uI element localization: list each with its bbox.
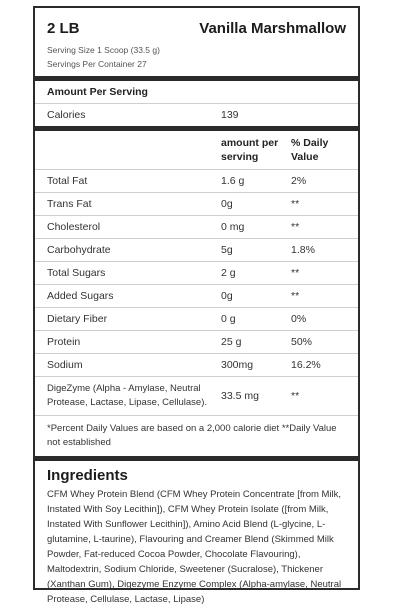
nutrient-name: DigeZyme (Alpha - Amylase, Neutral Prote… — [35, 376, 221, 416]
nutrient-amount: 25 g — [221, 330, 291, 354]
nutrient-amount: 33.5 mg — [221, 376, 291, 416]
nutrient-name: Carbohydrate — [35, 238, 221, 262]
nutrient-name: Trans Fat — [35, 192, 221, 216]
nutrient-amount: 1.6 g — [221, 169, 291, 193]
nutrient-amount: 5g — [221, 238, 291, 262]
nutrient-daily-value: 50% — [291, 330, 358, 354]
servings-per-container: Servings Per Container 27 — [47, 59, 147, 69]
nutrient-amount: 0g — [221, 284, 291, 308]
nutrient-amount: 0g — [221, 192, 291, 216]
daily-value-footnote: *Percent Daily Values are based on a 2,0… — [35, 416, 358, 461]
nutrient-name: Total Sugars — [35, 261, 221, 285]
nutrient-row: Protein 25 g 50% — [35, 330, 358, 354]
nutrient-daily-value: ** — [291, 192, 358, 216]
ingredients-text: CFM Whey Protein Blend (CFM Whey Protein… — [47, 489, 342, 605]
nutrient-amount: 0 g — [221, 307, 291, 331]
nutrient-name: Cholesterol — [35, 215, 221, 239]
panel-header: 2 LB Vanilla Marshmallow Serving Size 1 … — [35, 8, 358, 81]
flavor-name: Vanilla Marshmallow — [199, 20, 346, 37]
nutrient-name: Dietary Fiber — [35, 307, 221, 331]
nutrient-amount: 300mg — [221, 353, 291, 377]
amount-per-serving-heading: Amount Per Serving — [35, 81, 358, 104]
nutrient-daily-value: 1.8% — [291, 238, 358, 262]
nutrient-row: Sodium 300mg 16.2% — [35, 353, 358, 377]
nutrition-table: Calories 139 amount per serving % Daily … — [35, 104, 358, 416]
nutrient-name: Sodium — [35, 353, 221, 377]
nutrient-name: Added Sugars — [35, 284, 221, 308]
nutrient-daily-value: 0% — [291, 307, 358, 331]
nutrient-daily-value: ** — [291, 215, 358, 239]
nutrient-daily-value: ** — [291, 284, 358, 308]
nutrient-name: Total Fat — [35, 169, 221, 193]
nutrient-row: DigeZyme (Alpha - Amylase, Neutral Prote… — [35, 376, 358, 416]
nutrient-name: Protein — [35, 330, 221, 354]
calories-row: Calories 139 — [35, 104, 358, 131]
nutrient-row: Dietary Fiber 0 g 0% — [35, 307, 358, 331]
nutrient-amount: 2 g — [221, 261, 291, 285]
nutrient-daily-value: 2% — [291, 169, 358, 193]
ingredients-heading: Ingredients — [47, 467, 128, 484]
calories-value: 139 — [221, 104, 291, 131]
nutrient-row: Trans Fat 0g ** — [35, 192, 358, 216]
nutrient-row: Carbohydrate 5g 1.8% — [35, 238, 358, 262]
serving-size: Serving Size 1 Scoop (33.5 g) — [47, 45, 160, 55]
nutrition-facts-panel: 2 LB Vanilla Marshmallow Serving Size 1 … — [33, 6, 360, 605]
nutrient-daily-value: ** — [291, 261, 358, 285]
nutrient-row: Total Fat 1.6 g 2% — [35, 169, 358, 193]
calories-label: Calories — [35, 104, 221, 131]
serving-info: Serving Size 1 Scoop (33.5 g) Servings P… — [47, 43, 160, 71]
nutrient-row: Cholesterol 0 mg ** — [35, 215, 358, 239]
package-size: 2 LB — [47, 20, 80, 37]
nutrient-amount: 0 mg — [221, 215, 291, 239]
nutrient-row: Added Sugars 0g ** — [35, 284, 358, 308]
amount-column-header: amount per serving — [221, 128, 291, 170]
nutrient-rows: Total Fat 1.6 g 2% Trans Fat 0g ** Cholesterol… — [35, 169, 358, 416]
nutrient-daily-value: 16.2% — [291, 353, 358, 377]
nutrient-daily-value: ** — [291, 376, 358, 416]
daily-value-column-header: % Daily Value — [291, 128, 358, 170]
nutrient-row: Total Sugars 2 g ** — [35, 261, 358, 285]
column-header-row: amount per serving % Daily Value — [35, 128, 358, 170]
